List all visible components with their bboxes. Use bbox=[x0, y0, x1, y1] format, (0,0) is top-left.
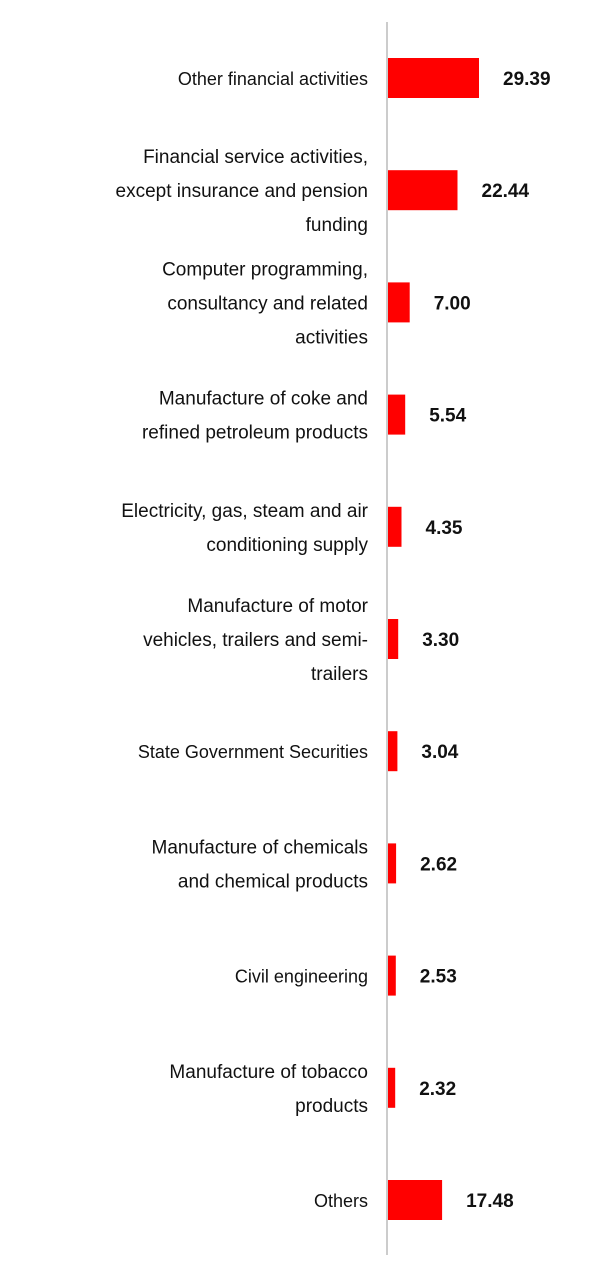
bar-7 bbox=[388, 731, 398, 772]
value-label-2: 22.44 bbox=[482, 181, 530, 202]
value-label-6: 3.30 bbox=[422, 630, 459, 651]
value-label-10: 2.32 bbox=[419, 1079, 456, 1100]
value-label-4: 5.54 bbox=[429, 406, 466, 427]
category-label-2-line-2: except insurance and pension bbox=[116, 181, 368, 202]
category-label-3-line-1: Computer programming, bbox=[162, 259, 368, 280]
category-label-8-line-2: and chemical products bbox=[178, 871, 368, 892]
category-label-10-line-1: Manufacture of tobacco bbox=[169, 1062, 368, 1083]
category-label-2: Financial service activities, except insu… bbox=[116, 147, 368, 236]
category-label-5-line-1: Electricity, gas, steam and air bbox=[121, 501, 368, 522]
bars-group bbox=[388, 58, 479, 1220]
value-label-3: 7.00 bbox=[434, 293, 471, 314]
value-label-8: 2.62 bbox=[420, 854, 457, 875]
bar-8 bbox=[388, 843, 397, 884]
category-label-6-line-1: Manufacture of motor bbox=[187, 596, 368, 617]
category-label-8: Manufacture of chemicals and chemical pro… bbox=[152, 837, 369, 892]
bar-11 bbox=[388, 1180, 443, 1220]
value-label-9: 2.53 bbox=[420, 967, 457, 988]
value-labels-group: 29.39 22.44 7.00 5.54 4.35 3.30 3.04 2.62 2.53 2.… bbox=[419, 69, 550, 1212]
bar-6 bbox=[388, 619, 399, 659]
category-label-3: Computer programming, consultancy and rel… bbox=[162, 259, 368, 348]
category-label-6: Manufacture of motor vehicles, trailers a… bbox=[143, 596, 369, 685]
bar-2 bbox=[388, 170, 458, 211]
category-label-2-line-1: Financial service activities, bbox=[143, 147, 368, 168]
value-label-7: 3.04 bbox=[421, 742, 458, 763]
category-label-9-line-1: Civil engineering bbox=[235, 967, 368, 987]
category-label-6-line-3: trailers bbox=[311, 664, 368, 685]
category-label-10: Manufacture of tobacco products bbox=[169, 1062, 368, 1117]
category-label-2-line-3: funding bbox=[306, 215, 368, 236]
category-label-9: Civil engineering bbox=[235, 967, 368, 987]
category-label-3-line-2: consultancy and related bbox=[167, 293, 368, 314]
bar-1 bbox=[388, 58, 479, 98]
value-label-5: 4.35 bbox=[426, 518, 463, 539]
bar-10 bbox=[388, 1067, 396, 1108]
category-label-11-line-1: Others bbox=[314, 1191, 368, 1211]
category-label-6-line-2: vehicles, trailers and semi- bbox=[143, 630, 368, 651]
bar-4 bbox=[388, 394, 406, 435]
category-label-11: Others bbox=[314, 1191, 368, 1211]
category-label-1-line-1: Other financial activities bbox=[178, 69, 368, 89]
category-label-4-line-2: refined petroleum products bbox=[142, 423, 368, 444]
category-label-7: State Government Securities bbox=[138, 742, 368, 762]
category-label-3-line-3: activities bbox=[295, 327, 368, 348]
category-label-5-line-2: conditioning supply bbox=[206, 535, 368, 556]
value-label-11: 17.48 bbox=[466, 1191, 514, 1212]
value-label-1: 29.39 bbox=[503, 69, 551, 90]
category-label-8-line-1: Manufacture of chemicals bbox=[152, 837, 369, 858]
category-label-7-line-1: State Government Securities bbox=[138, 742, 368, 762]
bar-9 bbox=[388, 955, 396, 996]
category-label-10-line-2: products bbox=[295, 1096, 368, 1117]
category-labels-group: Other financial activities Financial serv… bbox=[116, 69, 369, 1211]
bar-5 bbox=[388, 506, 402, 547]
category-label-1: Other financial activities bbox=[178, 69, 368, 89]
bar-3 bbox=[388, 282, 410, 323]
category-label-5: Electricity, gas, steam and air condition… bbox=[121, 501, 368, 556]
category-label-4: Manufacture of coke and refined petroleum… bbox=[142, 389, 368, 444]
category-label-4-line-1: Manufacture of coke and bbox=[159, 389, 368, 410]
